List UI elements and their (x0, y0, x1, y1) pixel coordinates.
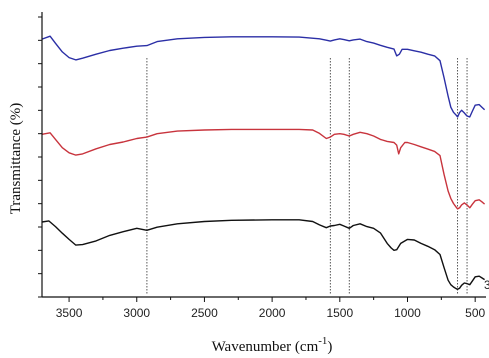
x-tick-label: 500 (465, 306, 485, 320)
y-axis-title: Transmittance (%) (8, 103, 24, 215)
y-ticks (38, 16, 42, 298)
x-tick-label: 1000 (394, 306, 421, 320)
marker-lines (146, 58, 468, 295)
x-tick-label: 2000 (259, 306, 286, 320)
x-tick-label: 3000 (123, 306, 150, 320)
x-ticks: 3500 3000 2500 2000 1500 1000 500 (56, 297, 486, 320)
x-tick-label: 2500 (191, 306, 218, 320)
x-axis-title: Wavenumber (cm-1) (212, 335, 333, 355)
x-axis-title-main: Wavenumber (cm (212, 339, 319, 355)
x-axis-title-exponent: -1 (318, 335, 327, 347)
spectrum-line (41, 128, 486, 210)
spectrum-line (41, 219, 485, 290)
series-lines (41, 35, 486, 290)
series-tag-label: 3 (484, 278, 489, 292)
spectrum-line (41, 35, 486, 118)
x-axis-title-close: ) (327, 339, 332, 355)
x-tick-label: 3500 (56, 306, 83, 320)
x-tick-label: 1500 (326, 306, 353, 320)
